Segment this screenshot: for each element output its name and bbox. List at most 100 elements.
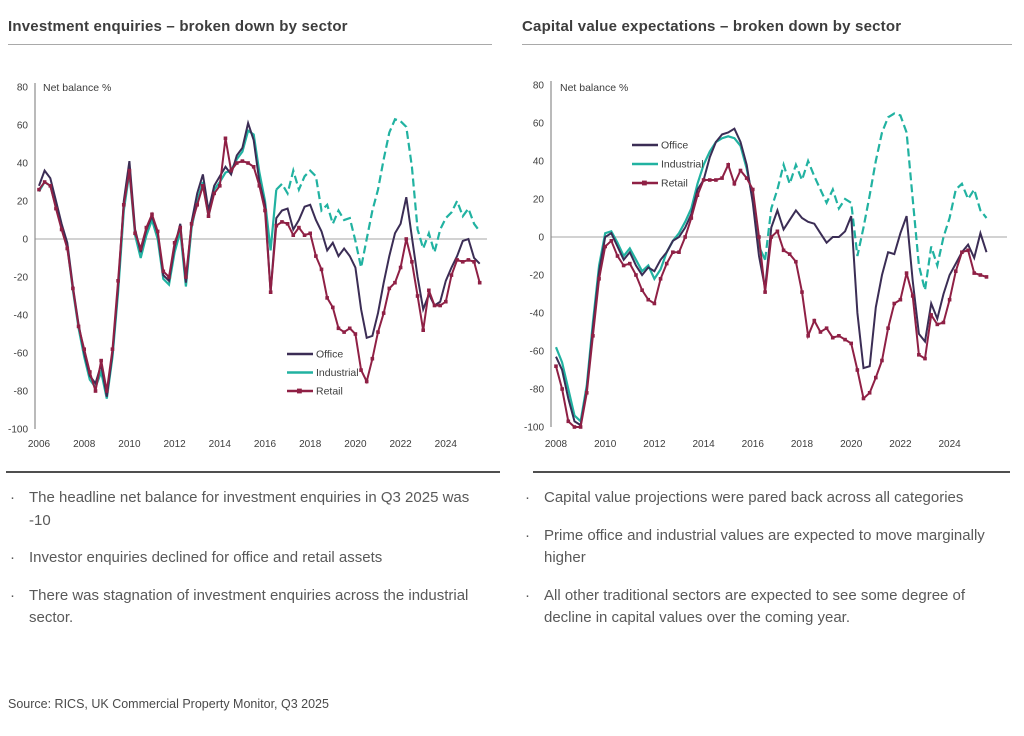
retail-series-marker [121,203,126,207]
retail-series-marker [597,277,601,281]
retail-series-marker [359,368,363,372]
bullet-text: All other traditional sectors are expect… [544,586,966,627]
bullet-dot: · [525,586,530,604]
retail-series-marker [566,419,571,424]
retail-series-marker [744,176,749,180]
retail-series-marker [65,246,70,251]
retail-series-marker [59,227,64,232]
retail-series-marker [984,275,989,279]
x-tick-label: 2018 [299,439,322,450]
y-tick-label: 0 [22,235,28,246]
retail-series-marker [695,193,700,197]
y-axis-title: Net balance % [560,82,628,94]
retail-series-marker [150,212,154,217]
retail-series-marker [449,273,454,277]
retail-series-marker [769,235,774,239]
list-item: · Investor enquiries declined for office… [10,547,482,570]
retail-series-marker [336,326,341,331]
retail-series-marker [726,163,730,167]
x-tick-label: 2014 [692,439,715,450]
y-tick-label: 20 [533,195,545,206]
retail-series-marker [398,265,403,270]
x-tick-label: 2008 [545,439,568,450]
retail-series-marker [99,358,103,363]
industrial-series-line-dashed [275,117,481,268]
retail-series-marker [229,168,233,173]
retail-series-marker [404,237,409,241]
retail-series-marker [381,311,386,315]
retail-series-marker [867,391,872,395]
left-section-divider [6,471,500,473]
retail-series-marker [787,252,792,256]
retail-series-marker [302,233,307,237]
bullet-dot: · [10,549,15,566]
retail-series-marker [837,334,841,338]
industrial-series-line-dashed [764,112,988,291]
retail-series-marker [387,286,392,291]
x-tick-label: 2022 [889,439,912,450]
retail-series-marker [855,368,860,372]
retail-series-marker [652,301,657,306]
retail-series-marker [93,389,98,393]
legend-label: Office [661,140,688,152]
y-tick-label: 40 [17,159,29,170]
retail-series-marker [800,290,804,294]
x-tick-label: 2016 [742,439,765,450]
retail-series-marker [263,208,267,213]
y-tick-label: 80 [533,81,545,92]
list-item: · Prime office and industrial values are… [525,525,1005,570]
retail-series-marker [689,216,694,220]
office-series-line [555,127,988,427]
retail-series-marker [76,324,81,329]
retail-series-marker [274,223,279,228]
retail-series-marker [978,273,983,277]
bullet-text: Capital value projections were pared bac… [544,489,964,506]
retail-series-marker [658,277,663,281]
y-tick-label: -20 [530,271,545,282]
x-tick-label: 2018 [791,439,814,450]
retail-series-marker [781,248,786,253]
retail-series-marker [268,290,273,294]
retail-series-marker [707,178,712,182]
retail-series-marker [370,356,375,361]
retail-series-marker [48,184,53,188]
source-note: Source: RICS, UK Commercial Property Mon… [8,697,329,711]
retail-series-marker [664,261,669,266]
retail-series-marker [935,322,940,327]
legend-label: Industrial [316,367,359,379]
retail-series-marker [314,254,318,258]
retail-series-marker [763,290,767,294]
x-tick-label: 2024 [435,439,458,450]
retail-series-marker [880,358,884,363]
retail-series-marker [331,305,335,310]
x-tick-label: 2024 [938,439,961,450]
y-tick-label: 0 [538,233,544,244]
retail-series-marker [603,244,607,249]
y-tick-label: -80 [530,385,545,396]
retail-series-marker [671,250,675,254]
retail-series-marker [280,220,284,224]
x-tick-label: 2012 [163,439,186,450]
y-tick-label: -60 [14,349,29,360]
retail-series-marker [466,258,471,262]
retail-series-marker [628,261,632,266]
retail-series-marker [393,280,397,285]
retail-series-marker [843,337,847,342]
retail-series-marker [812,318,817,323]
retail-series-marker [554,364,558,368]
retail-series-marker [806,334,810,338]
y-tick-label: -40 [530,309,545,320]
retail-series-marker [285,222,290,226]
y-tick-label: -100 [8,425,28,436]
retail-series-marker [757,235,761,239]
office-series-line [38,119,481,397]
retail-series-marker [960,250,964,254]
legend-label: Retail [316,386,343,398]
x-tick-label: 2010 [594,439,617,450]
retail-series-marker [923,356,927,361]
retail-series-marker [110,347,115,351]
retail-series-marker [172,241,177,245]
